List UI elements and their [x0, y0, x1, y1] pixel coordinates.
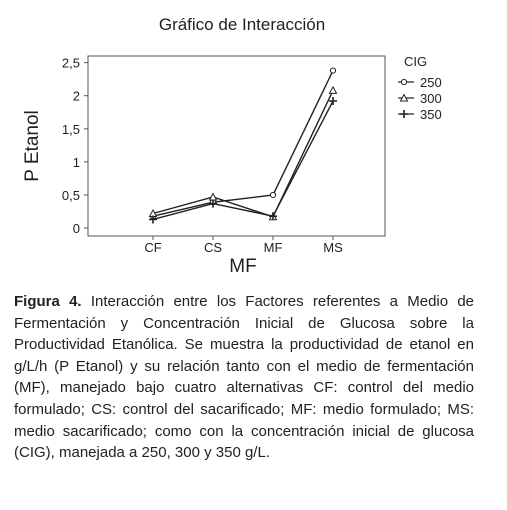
point [328, 85, 338, 94]
point [400, 110, 408, 118]
x-tick-label: CS [204, 240, 222, 255]
x-tick-label: CF [144, 240, 161, 255]
y-tick-label: 0,5 [62, 188, 80, 203]
legend-label: 300 [420, 91, 442, 106]
point [329, 67, 337, 74]
point [209, 199, 217, 208]
point [399, 93, 409, 102]
point [400, 78, 408, 86]
caption-label: Figura 4. [14, 293, 82, 310]
x-tick-label: MS [323, 240, 343, 255]
caption: Figura 4. Interacción entre los Factores… [14, 291, 474, 464]
point [329, 97, 337, 105]
series-line [152, 90, 334, 218]
point [149, 215, 157, 224]
legend-label: 250 [420, 75, 442, 90]
y-tick-label: 1,5 [62, 122, 80, 137]
caption-text: Interacción entre los Factores referente… [14, 293, 475, 462]
series-line [152, 100, 334, 221]
point [269, 191, 277, 199]
legend-label: 350 [420, 107, 442, 122]
point [269, 212, 277, 221]
series-line [152, 70, 334, 217]
x-axis-label: MF [229, 256, 256, 277]
chart-title: Gráfico de Interacción [159, 15, 325, 34]
y-tick-label: 0 [73, 221, 80, 236]
point [208, 192, 218, 201]
y-tick-label: 1 [73, 155, 80, 170]
y-tick-label: 2 [73, 89, 80, 104]
y-axis-label: P Etanol [22, 110, 43, 181]
legend-title: CIG [404, 54, 427, 69]
x-tick-label: MF [264, 240, 283, 255]
plot-frame [87, 55, 386, 237]
y-tick-label: 2,5 [62, 56, 80, 71]
chart: Gráfico de Interacción MF P Etanol CIG 0… [22, 15, 442, 277]
